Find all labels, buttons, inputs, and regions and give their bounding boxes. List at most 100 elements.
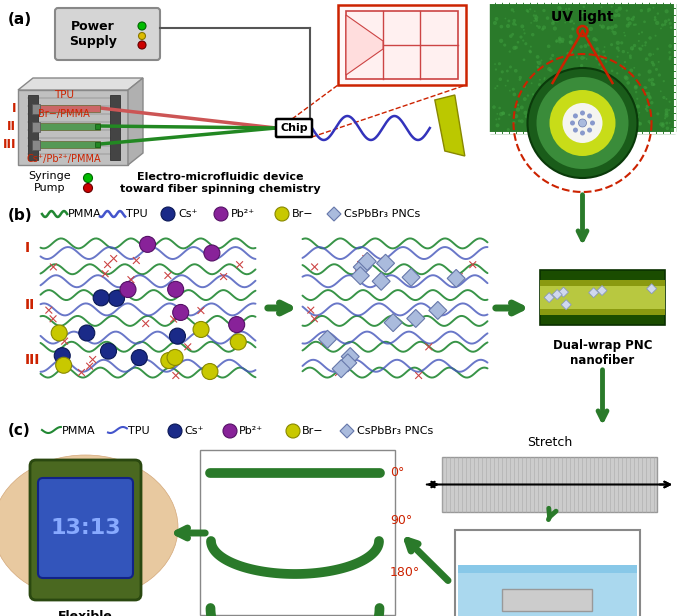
Circle shape (633, 44, 636, 47)
Circle shape (527, 94, 529, 97)
Bar (490, 3, 675, 133)
Circle shape (531, 33, 535, 36)
Circle shape (580, 64, 583, 67)
Circle shape (581, 79, 583, 81)
Circle shape (520, 105, 524, 110)
Circle shape (667, 18, 670, 21)
Circle shape (229, 317, 244, 333)
Circle shape (519, 78, 521, 81)
Circle shape (634, 86, 637, 90)
Circle shape (642, 45, 644, 47)
Circle shape (580, 56, 584, 60)
Circle shape (522, 59, 525, 61)
Circle shape (618, 49, 620, 52)
Polygon shape (18, 78, 143, 90)
Circle shape (517, 103, 519, 106)
Text: Dual-wrap PNC
nanofiber: Dual-wrap PNC nanofiber (553, 339, 652, 367)
Polygon shape (373, 272, 390, 290)
Circle shape (507, 79, 509, 82)
Circle shape (603, 46, 605, 48)
Bar (458, 565, 637, 573)
Polygon shape (588, 288, 599, 298)
Circle shape (515, 24, 517, 26)
Text: TPU: TPU (54, 90, 74, 100)
Circle shape (653, 83, 655, 86)
Bar (442, 457, 657, 512)
Circle shape (539, 79, 541, 81)
Circle shape (541, 28, 544, 31)
Circle shape (511, 33, 514, 36)
Ellipse shape (0, 455, 178, 600)
Text: Br−: Br− (292, 209, 314, 219)
Circle shape (584, 102, 586, 105)
Circle shape (631, 17, 635, 21)
Polygon shape (351, 267, 369, 285)
Circle shape (546, 93, 548, 95)
Circle shape (603, 14, 607, 18)
Circle shape (598, 50, 599, 52)
Circle shape (596, 47, 599, 51)
Circle shape (644, 41, 647, 44)
Circle shape (573, 113, 578, 118)
Circle shape (533, 20, 535, 22)
Circle shape (533, 121, 536, 124)
Circle shape (637, 73, 641, 76)
Circle shape (537, 61, 538, 63)
Polygon shape (341, 347, 360, 365)
Circle shape (519, 76, 522, 79)
Circle shape (638, 47, 641, 49)
Text: TPU: TPU (128, 426, 150, 436)
Circle shape (507, 128, 510, 131)
Circle shape (580, 127, 582, 129)
Circle shape (626, 23, 630, 28)
Circle shape (592, 100, 595, 103)
Circle shape (629, 57, 632, 59)
Circle shape (537, 25, 541, 29)
Circle shape (652, 7, 654, 9)
Circle shape (556, 76, 560, 79)
Circle shape (204, 245, 220, 261)
Circle shape (604, 91, 607, 94)
Bar (346, 11, 458, 79)
Circle shape (612, 31, 617, 35)
Circle shape (138, 33, 146, 39)
Circle shape (513, 92, 516, 96)
Circle shape (588, 26, 593, 31)
Circle shape (639, 47, 642, 51)
Circle shape (596, 54, 599, 57)
Circle shape (547, 44, 550, 48)
Circle shape (587, 18, 590, 21)
Circle shape (601, 68, 603, 71)
Circle shape (520, 36, 522, 39)
Circle shape (569, 20, 571, 23)
Circle shape (499, 39, 503, 43)
Circle shape (654, 16, 656, 18)
Circle shape (652, 54, 654, 55)
Circle shape (503, 44, 506, 47)
Circle shape (553, 26, 557, 31)
Circle shape (537, 97, 538, 99)
Circle shape (610, 26, 614, 30)
Text: UV light: UV light (551, 10, 614, 24)
FancyBboxPatch shape (276, 119, 312, 137)
Circle shape (552, 105, 554, 107)
Polygon shape (544, 293, 554, 302)
Circle shape (580, 110, 585, 116)
Circle shape (614, 14, 617, 17)
Circle shape (593, 17, 597, 20)
Circle shape (84, 184, 93, 192)
Circle shape (524, 86, 526, 88)
Circle shape (646, 92, 650, 96)
Circle shape (84, 174, 93, 182)
Circle shape (168, 424, 182, 438)
Circle shape (616, 46, 620, 50)
Circle shape (529, 8, 531, 10)
Circle shape (660, 91, 662, 92)
Circle shape (554, 94, 558, 98)
Circle shape (652, 63, 655, 67)
Circle shape (601, 57, 603, 59)
Polygon shape (346, 15, 383, 75)
Circle shape (108, 290, 125, 306)
Circle shape (495, 118, 497, 120)
Circle shape (514, 46, 518, 49)
